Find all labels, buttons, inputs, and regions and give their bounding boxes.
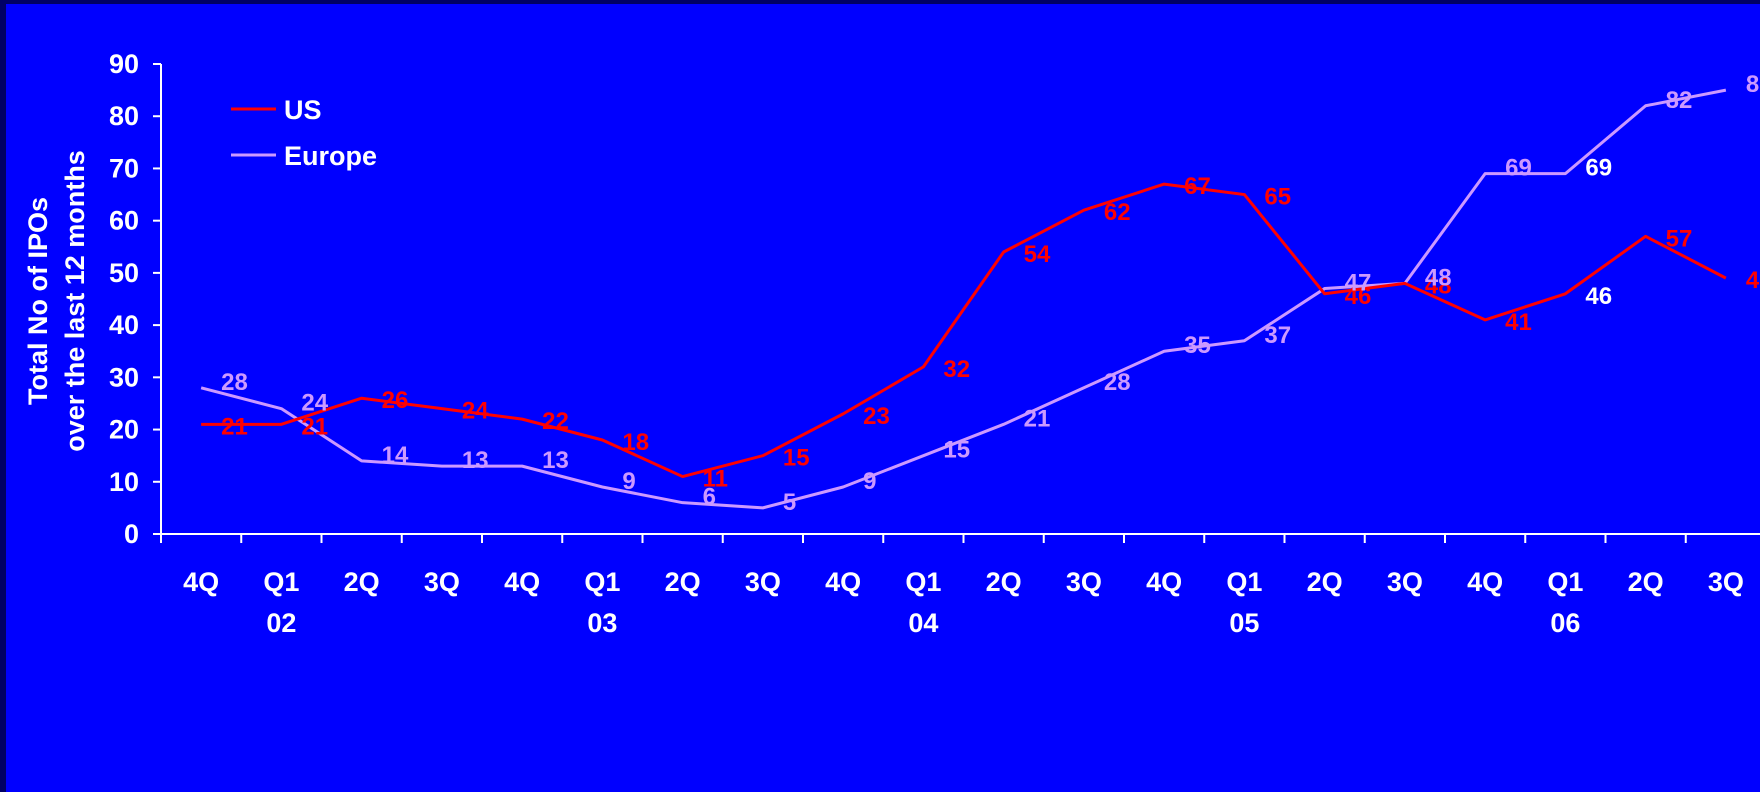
data-label-us: 32 — [943, 356, 970, 383]
x-tick-label: 4Q — [825, 567, 861, 597]
series-line-europe — [200, 88, 1727, 510]
y-tick-label: 40 — [109, 310, 139, 340]
data-label-us: 46 — [1345, 283, 1372, 310]
y-tick-label: 50 — [109, 258, 139, 288]
x-tick-label: 2Q — [344, 567, 380, 597]
x-tick-label: Q1 — [905, 567, 941, 597]
data-label-europe: 28 — [221, 369, 248, 396]
y-tick-label: 60 — [109, 206, 139, 236]
data-label-europe: 48 — [1425, 264, 1452, 291]
x-tick-label: 2Q — [1307, 567, 1343, 597]
data-label-europe: 37 — [1264, 322, 1291, 349]
x-tick-label: 3Q — [745, 567, 781, 597]
data-label-us: 54 — [1024, 241, 1051, 268]
data-label-us: 46 — [1585, 283, 1612, 310]
ipo-line-chart: Total No of IPOs over the last 12 months… — [6, 4, 1760, 792]
series-line-us — [201, 182, 1727, 479]
data-label-us: 11 — [703, 466, 728, 493]
y-tick-label: 10 — [109, 467, 139, 497]
data-label-europe: 15 — [943, 437, 970, 464]
y-tick-label: 20 — [109, 415, 139, 445]
x-tick-label: 3Q — [424, 567, 460, 597]
data-labels: 2121262422181115233254626765464841465749… — [221, 71, 1760, 516]
x-tick-label: Q1 — [1547, 567, 1583, 597]
legend: US Europe — [231, 95, 377, 171]
x-tick-label: Q1 — [263, 567, 299, 597]
data-label-europe: 14 — [382, 442, 409, 469]
data-label-europe: 21 — [1024, 405, 1051, 432]
data-label-europe: 47 — [1345, 270, 1372, 297]
x-tick-label: 4Q — [183, 567, 219, 597]
data-label-europe: 13 — [542, 447, 569, 474]
data-label-europe: 13 — [462, 447, 489, 474]
x-year-label: 03 — [587, 608, 617, 638]
data-label-us: 24 — [462, 398, 489, 425]
data-label-europe: 5 — [783, 489, 796, 516]
data-label-europe: 24 — [301, 390, 328, 417]
data-label-europe: 85 — [1746, 71, 1760, 98]
y-axis-title-line-1: Total No of IPOs — [23, 197, 53, 405]
data-label-europe: 69 — [1585, 155, 1612, 182]
data-label-us: 21 — [221, 413, 248, 440]
x-year-label: 06 — [1550, 608, 1580, 638]
x-tick-label: 3Q — [1387, 567, 1423, 597]
data-label-us: 62 — [1104, 199, 1131, 226]
y-tick-label: 0 — [124, 519, 139, 549]
data-label-europe: 35 — [1184, 332, 1211, 359]
x-year-label: 05 — [1229, 608, 1259, 638]
data-label-us: 15 — [783, 445, 810, 472]
data-label-us: 49 — [1746, 267, 1760, 294]
x-tick-label: 2Q — [1628, 567, 1664, 597]
x-tick-label: 4Q — [504, 567, 540, 597]
data-label-us: 22 — [542, 408, 569, 435]
data-label-us: 23 — [863, 403, 890, 430]
data-label-us: 18 — [622, 429, 649, 456]
data-label-europe: 82 — [1666, 87, 1693, 114]
x-tick-label: 4Q — [1467, 567, 1503, 597]
y-axis-title-line-2: over the last 12 months — [60, 150, 90, 452]
data-label-europe: 28 — [1104, 369, 1131, 396]
y-tick-label: 70 — [109, 153, 139, 183]
data-label-us: 41 — [1505, 309, 1532, 336]
data-label-europe: 6 — [703, 484, 716, 511]
y-tick-label: 90 — [109, 49, 139, 79]
axes: 0 10 20 30 40 50 60 70 80 90 4Q Q1 02 2Q 3Q 4Q Q1 03 2Q 3Q 4… — [109, 49, 1760, 638]
x-year-label: 02 — [266, 608, 296, 638]
x-tick-label: Q1 — [1226, 567, 1262, 597]
data-label-us: 21 — [301, 413, 328, 440]
data-label-us: 65 — [1264, 184, 1291, 211]
data-label-europe: 9 — [863, 468, 876, 495]
x-tick-label: 3Q — [1708, 567, 1744, 597]
data-label-europe: 69 — [1505, 155, 1532, 182]
series-lines — [200, 88, 1727, 510]
data-label-europe: 9 — [622, 468, 635, 495]
y-tick-label: 80 — [109, 101, 139, 131]
x-tick-label: 2Q — [665, 567, 701, 597]
data-label-us: 48 — [1425, 272, 1452, 299]
x-tick-label: Q1 — [584, 567, 620, 597]
x-tick-label: 3Q — [1066, 567, 1102, 597]
x-tick-label: 4Q — [1146, 567, 1182, 597]
data-label-us: 67 — [1184, 173, 1211, 200]
y-tick-label: 30 — [109, 362, 139, 392]
data-label-us: 57 — [1666, 225, 1693, 252]
x-tick-label: 2Q — [986, 567, 1022, 597]
x-year-label: 04 — [908, 608, 938, 638]
legend-label: Europe — [284, 141, 377, 171]
data-label-us: 26 — [382, 387, 409, 414]
legend-label: US — [284, 95, 322, 125]
